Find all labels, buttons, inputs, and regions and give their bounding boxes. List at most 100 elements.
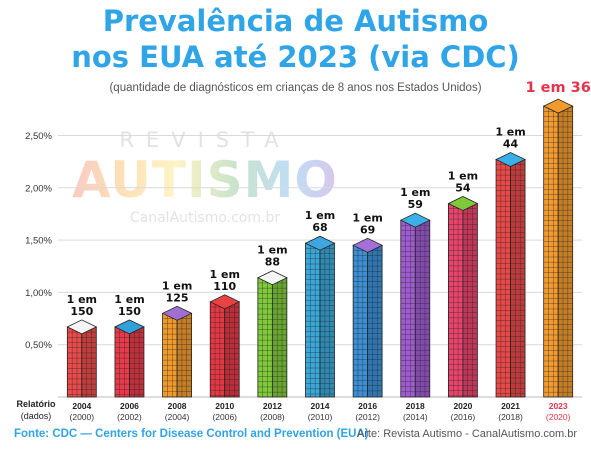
value-label-line: 1 em	[352, 211, 382, 224]
bar-2021	[495, 152, 526, 398]
bar-2006	[114, 319, 145, 398]
value-label-line: 125	[166, 291, 189, 304]
x-tick-data-year: (2020)	[546, 412, 571, 422]
chart-title-line-2: nos EUA até 2023 (via CDC)	[71, 40, 520, 74]
x-tick-label: 2004	[72, 401, 91, 411]
value-label-line: 68	[312, 221, 327, 234]
x-tick-label: 2012	[263, 401, 282, 411]
value-label-line: 88	[265, 256, 280, 269]
bar-face-right	[224, 301, 240, 398]
x-tick-data-year: (2016)	[451, 412, 476, 422]
bar-face-left	[495, 159, 511, 398]
x-tick-label: 2016	[358, 401, 377, 411]
value-label: 1 em 88	[257, 244, 287, 269]
value-label: 1 em 125	[162, 279, 192, 304]
x-tick-label: 2021	[501, 401, 520, 411]
x-tick-data-year: (2000)	[70, 412, 95, 422]
value-label-line: 1 em	[400, 186, 430, 199]
bar-2018	[399, 212, 431, 398]
bar-top-face	[114, 319, 145, 335]
bar-top-face	[352, 237, 384, 253]
value-label-line: 110	[213, 280, 236, 293]
value-label-line: 1 em	[114, 293, 144, 306]
x-tick-label: 2018	[406, 401, 425, 411]
bar-2008	[161, 305, 193, 398]
x-tick-label: 2023	[549, 401, 568, 411]
value-label-line: 1 em	[448, 169, 478, 182]
value-label-line: 1 em	[305, 209, 335, 222]
bar-2010	[209, 294, 241, 398]
value-label: 1 em 110	[210, 268, 240, 293]
bar-top-face	[66, 319, 98, 335]
bar-top-face	[161, 305, 193, 321]
bar-face-right	[319, 242, 335, 398]
bar-face-left	[257, 277, 273, 398]
x-tick-label: 2006	[120, 401, 139, 411]
bar-top-face	[542, 98, 574, 114]
x-tick-label: 2020	[453, 401, 472, 411]
bar-face-left	[352, 244, 369, 398]
value-label: 1 em 69	[352, 211, 382, 236]
value-label-line: 59	[408, 198, 423, 211]
x-tick-label: 2008	[168, 401, 187, 411]
bar-top-face	[399, 212, 431, 228]
value-label: 1 em 68	[305, 209, 335, 234]
value-label: 1 em 54	[448, 169, 478, 194]
value-label-line: 150	[70, 305, 93, 318]
credit-note: Arte: Revista Autismo - CanalAutismo.com…	[356, 428, 577, 440]
bar-2020	[447, 196, 479, 398]
x-tick-data-year: (2014)	[403, 412, 428, 422]
x-tick-data-year: (2010)	[308, 412, 333, 422]
x-tick-data-year: (2002)	[117, 412, 142, 422]
bar-2012	[256, 270, 288, 398]
value-label: 1 em 36	[526, 80, 591, 96]
bar-face-right	[367, 244, 383, 398]
bar-top-face	[256, 270, 288, 286]
value-label-line: 150	[118, 305, 141, 318]
bar-2023	[542, 98, 574, 398]
value-label-line: 69	[360, 223, 375, 236]
x-tick-data-year: (2018)	[498, 412, 523, 422]
value-label: 1 em 150	[114, 293, 144, 318]
bar-face-left	[209, 301, 226, 398]
bar-face-left	[448, 203, 464, 398]
x-tick-data-year: (2006)	[212, 412, 237, 422]
bar-2014	[304, 235, 336, 398]
bar-face-left	[305, 242, 321, 398]
bar-top-face	[304, 235, 336, 251]
x-tick-data-year: (2004)	[165, 412, 190, 422]
report-row-label-line1: Relatório	[16, 399, 56, 409]
y-tick-label: 2,00%	[25, 183, 52, 194]
x-tick-data-year: (2012)	[355, 412, 380, 422]
y-tick-label: 2,50%	[25, 131, 52, 142]
bar-face-right	[176, 312, 192, 398]
x-tick-data-year: (2008)	[260, 412, 285, 422]
value-label: 1 em 150	[67, 293, 97, 318]
chart-subtitle: (quantidade de diagnósticos em crianças …	[109, 82, 482, 94]
value-label: 1 em 59	[400, 186, 430, 211]
report-row-label-line2: (dados)	[20, 411, 52, 421]
bar-top-face	[495, 152, 526, 167]
chart-title-line-1: Prevalência de Autismo	[102, 4, 489, 38]
value-label-line: 1 em	[257, 244, 287, 257]
bar-2016	[352, 237, 384, 398]
source-note: Fonte: CDC — Centers for Disease Control…	[14, 428, 369, 440]
value-label: 1 em 44	[495, 126, 525, 151]
x-tick-label: 2014	[311, 401, 330, 411]
value-label-line: 1 em	[162, 279, 192, 292]
bar-face-left	[162, 312, 178, 398]
value-label-line: 44	[503, 138, 519, 151]
report-row-label: Relatório (dados)	[14, 398, 58, 422]
bar-2004	[66, 319, 98, 398]
y-tick-label: 0,50%	[25, 340, 52, 351]
value-label-line: 1 em	[495, 126, 525, 139]
value-label-line: 1 em	[67, 293, 97, 306]
y-tick-label: 1,50%	[25, 236, 52, 247]
bar-face-right	[510, 159, 526, 398]
bar-top-face	[447, 196, 479, 211]
value-label-line: 54	[455, 181, 471, 194]
bar-face-right	[271, 277, 288, 398]
bar-top-face	[209, 294, 241, 310]
x-tick-label: 2010	[215, 401, 234, 411]
